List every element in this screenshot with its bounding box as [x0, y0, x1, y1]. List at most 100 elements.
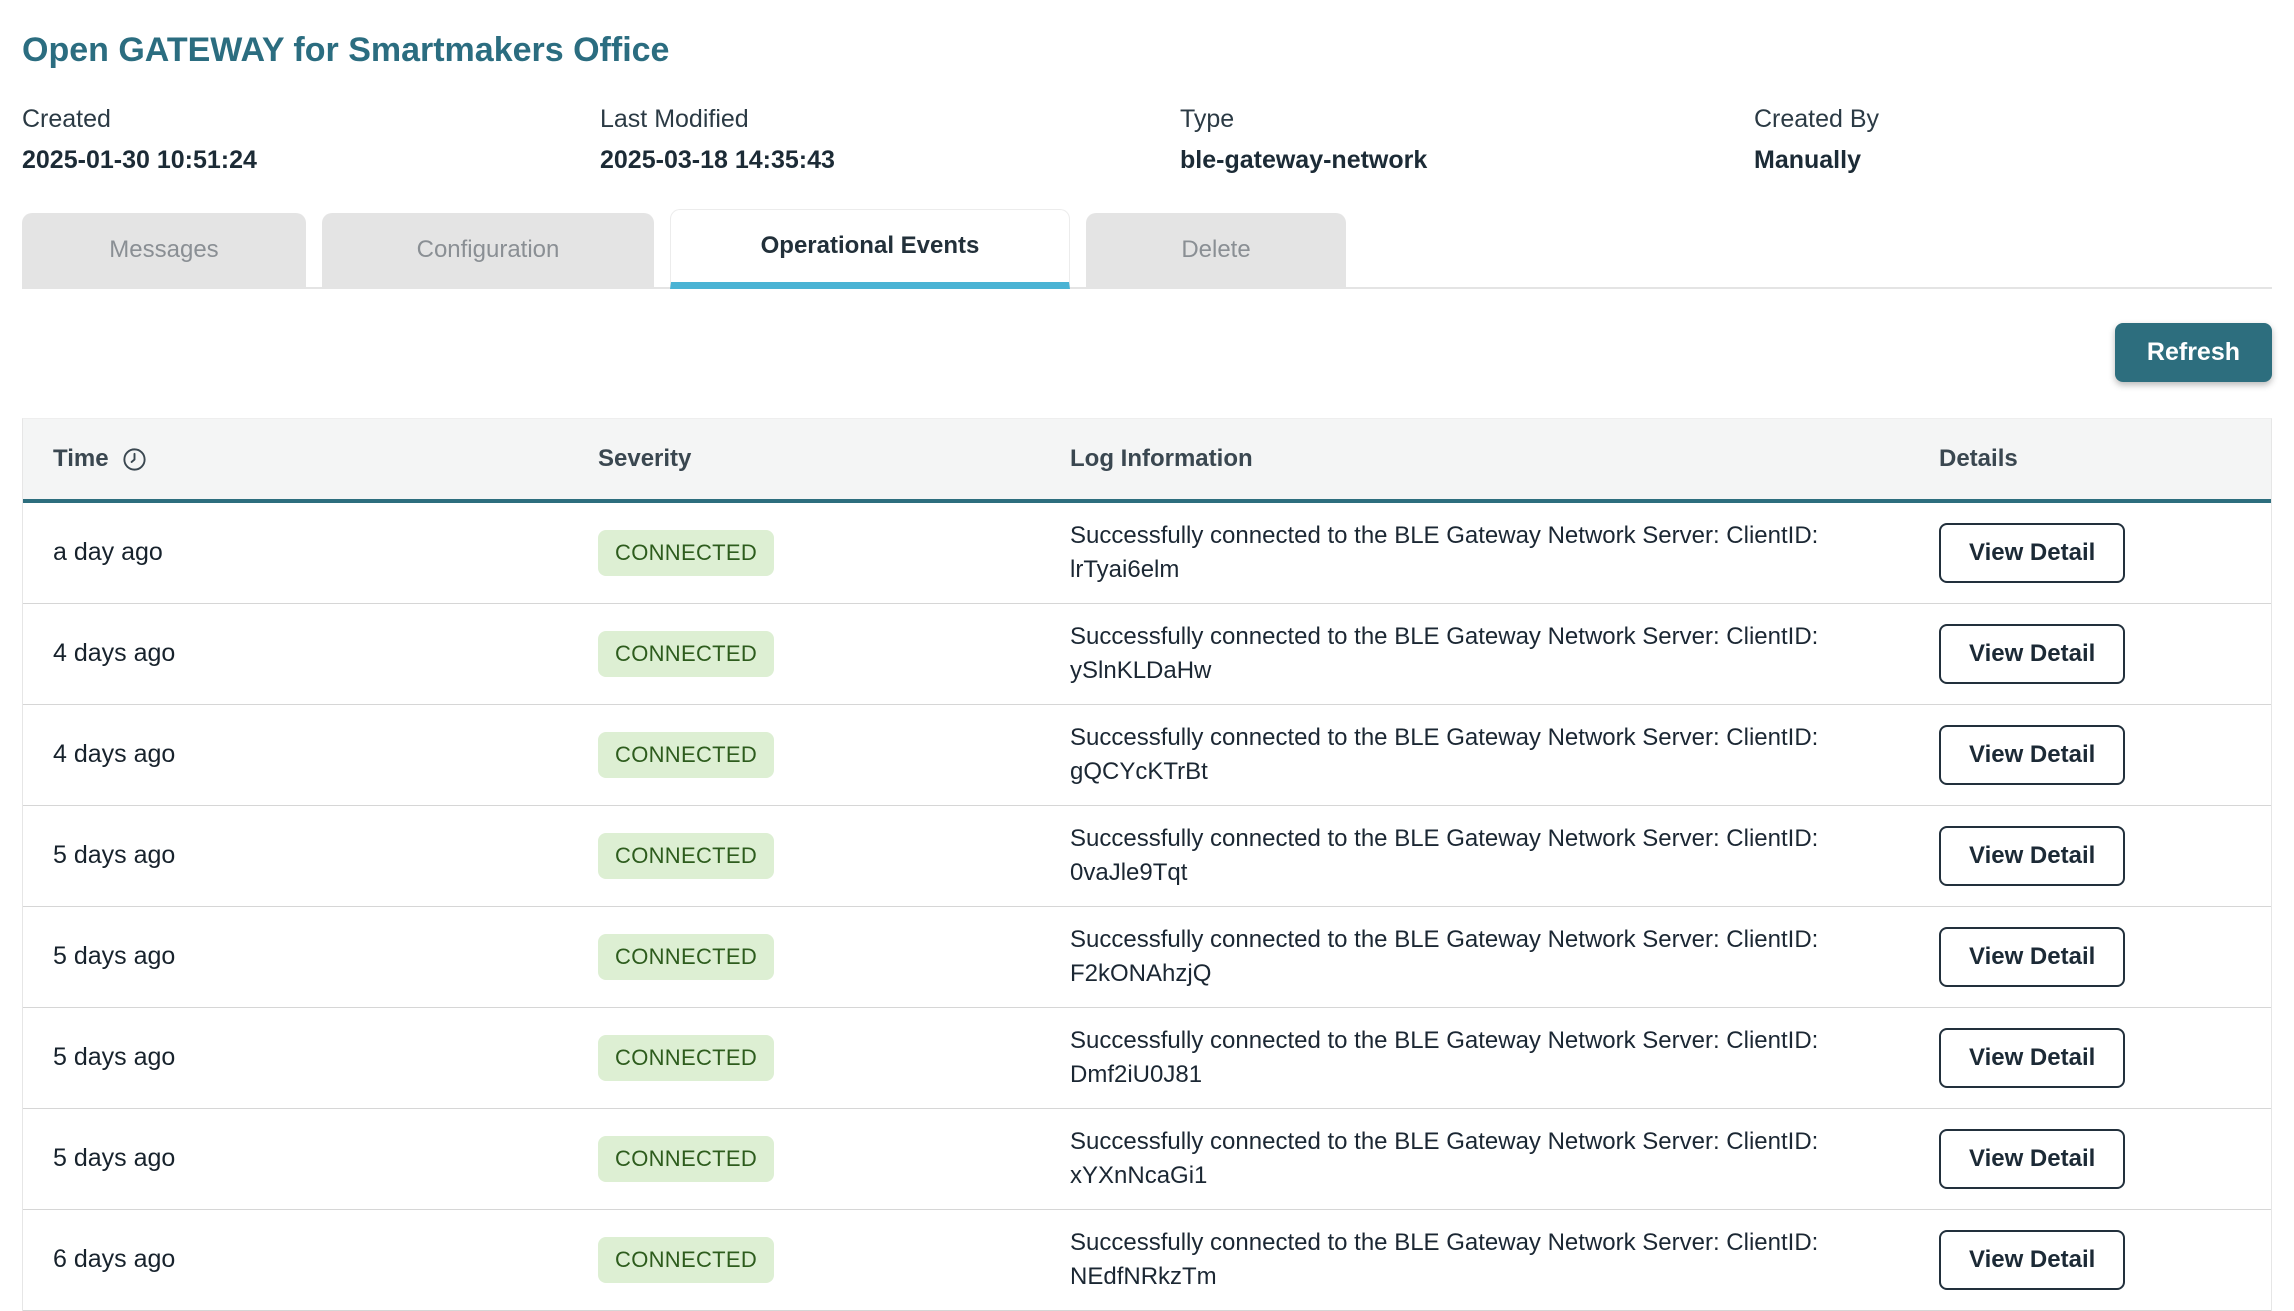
event-time: a day ago [53, 538, 163, 567]
meta-last-modified-label: Last Modified [600, 104, 749, 133]
event-details-cell: View Detail [1939, 623, 2271, 684]
log-message: Successfully connected to the BLE Gatewa… [1070, 925, 1819, 953]
table-row: 5 days ago CONNECTED Successfully connec… [23, 1108, 2271, 1210]
log-message: Successfully connected to the BLE Gatewa… [1070, 1228, 1819, 1256]
column-header-time-label: Time [53, 444, 109, 472]
event-details-cell: View Detail [1939, 522, 2271, 583]
table-row: 5 days ago CONNECTED Successfully connec… [23, 805, 2271, 907]
view-detail-button[interactable]: View Detail [1939, 724, 2126, 785]
meta-created: Created 2025-01-30 10:51:24 [22, 105, 600, 175]
column-header-severity: Severity [598, 444, 692, 472]
toolbar: Refresh [22, 322, 2272, 382]
event-log-information: Successfully connected to the BLE Gatewa… [1070, 707, 1939, 803]
event-details-cell: View Detail [1939, 1027, 2271, 1088]
event-log-information: Successfully connected to the BLE Gatewa… [1070, 1010, 1939, 1106]
view-detail-button[interactable]: View Detail [1939, 1128, 2126, 1189]
column-header-time[interactable]: Time [23, 444, 598, 473]
log-message: Successfully connected to the BLE Gatewa… [1070, 723, 1819, 751]
severity-badge: CONNECTED [598, 1236, 775, 1283]
severity-badge: CONNECTED [598, 832, 775, 879]
table-row: 6 days ago CONNECTED Successfully connec… [23, 1209, 2271, 1311]
event-severity-cell: CONNECTED [598, 832, 1070, 879]
meta-created-value: 2025-01-30 10:51:24 [22, 145, 257, 174]
event-severity-cell: CONNECTED [598, 529, 1070, 576]
event-log-information: Successfully connected to the BLE Gatewa… [1070, 909, 1939, 1005]
severity-badge: CONNECTED [598, 731, 775, 778]
view-detail-button[interactable]: View Detail [1939, 623, 2126, 684]
column-header-log-information: Log Information [1070, 444, 1253, 472]
tab-operational-events[interactable]: Operational Events [670, 208, 1070, 289]
event-time: 6 days ago [53, 1245, 176, 1274]
event-log-information: Successfully connected to the BLE Gatewa… [1070, 808, 1939, 904]
meta-type: Type ble-gateway-network [1180, 105, 1754, 175]
table-row: 5 days ago CONNECTED Successfully connec… [23, 906, 2271, 1008]
event-log-information: Successfully connected to the BLE Gatewa… [1070, 606, 1939, 702]
meta-type-value: ble-gateway-network [1180, 145, 1428, 174]
table-row: a day ago CONNECTED Successfully connect… [23, 502, 2271, 604]
log-client-id: xYXnNcaGi1 [1070, 1161, 1208, 1189]
view-detail-button[interactable]: View Detail [1939, 926, 2126, 987]
view-detail-button[interactable]: View Detail [1939, 1229, 2126, 1290]
table-body: a day ago CONNECTED Successfully connect… [23, 502, 2271, 1311]
clock-icon [121, 446, 148, 473]
event-severity-cell: CONNECTED [598, 1034, 1070, 1081]
tab-bar: Messages Configuration Operational Event… [22, 208, 2272, 289]
refresh-button[interactable]: Refresh [2114, 322, 2272, 382]
event-severity-cell: CONNECTED [598, 933, 1070, 980]
tab-delete[interactable]: Delete [1086, 212, 1346, 287]
event-details-cell: View Detail [1939, 1128, 2271, 1189]
event-severity-cell: CONNECTED [598, 1135, 1070, 1182]
meta-type-label: Type [1180, 104, 1235, 133]
meta-created-label: Created [22, 104, 111, 133]
view-detail-button[interactable]: View Detail [1939, 522, 2126, 583]
event-time: 5 days ago [53, 942, 176, 971]
event-time: 5 days ago [53, 841, 176, 870]
log-client-id: 0vaJle9Tqt [1070, 858, 1188, 886]
log-client-id: F2kONAhzjQ [1070, 959, 1212, 987]
log-client-id: Dmf2iU0J81 [1070, 1060, 1203, 1088]
log-client-id: gQCYcKTrBt [1070, 757, 1208, 785]
event-details-cell: View Detail [1939, 926, 2271, 987]
event-time: 4 days ago [53, 740, 176, 769]
column-header-details: Details [1939, 444, 2018, 472]
table-row: 4 days ago CONNECTED Successfully connec… [23, 603, 2271, 705]
severity-badge: CONNECTED [598, 933, 775, 980]
table-header: Time Severity Log Information Details [23, 418, 2271, 503]
severity-badge: CONNECTED [598, 529, 775, 576]
severity-badge: CONNECTED [598, 1135, 775, 1182]
page-title: Open GATEWAY for Smartmakers Office [22, 31, 670, 69]
view-detail-button[interactable]: View Detail [1939, 825, 2126, 886]
table-row: 4 days ago CONNECTED Successfully connec… [23, 704, 2271, 806]
log-message: Successfully connected to the BLE Gatewa… [1070, 521, 1819, 549]
event-details-cell: View Detail [1939, 825, 2271, 886]
meta-last-modified-value: 2025-03-18 14:35:43 [600, 145, 835, 174]
event-details-cell: View Detail [1939, 724, 2271, 785]
event-details-cell: View Detail [1939, 1229, 2271, 1290]
tab-messages[interactable]: Messages [22, 212, 306, 287]
event-time: 4 days ago [53, 639, 176, 668]
log-message: Successfully connected to the BLE Gatewa… [1070, 1026, 1819, 1054]
view-detail-button[interactable]: View Detail [1939, 1027, 2126, 1088]
tab-configuration[interactable]: Configuration [322, 212, 654, 287]
event-log-information: Successfully connected to the BLE Gatewa… [1070, 1111, 1939, 1207]
event-time: 5 days ago [53, 1043, 176, 1072]
log-message: Successfully connected to the BLE Gatewa… [1070, 622, 1819, 650]
meta-created-by-label: Created By [1754, 104, 1880, 133]
event-severity-cell: CONNECTED [598, 630, 1070, 677]
meta-created-by: Created By Manually [1754, 105, 2272, 175]
event-time: 5 days ago [53, 1144, 176, 1173]
log-client-id: ySlnKLDaHw [1070, 656, 1212, 684]
log-message: Successfully connected to the BLE Gatewa… [1070, 824, 1819, 852]
event-log-information: Successfully connected to the BLE Gatewa… [1070, 505, 1939, 601]
log-message: Successfully connected to the BLE Gatewa… [1070, 1127, 1819, 1155]
log-client-id: lrTyai6elm [1070, 555, 1180, 583]
severity-badge: CONNECTED [598, 630, 775, 677]
event-severity-cell: CONNECTED [598, 1236, 1070, 1283]
meta-created-by-value: Manually [1754, 145, 1861, 174]
metadata-row: Created 2025-01-30 10:51:24 Last Modifie… [22, 105, 2272, 175]
table-row: 5 days ago CONNECTED Successfully connec… [23, 1007, 2271, 1109]
operational-events-table: Time Severity Log Information Details a … [22, 417, 2272, 1311]
event-severity-cell: CONNECTED [598, 731, 1070, 778]
severity-badge: CONNECTED [598, 1034, 775, 1081]
